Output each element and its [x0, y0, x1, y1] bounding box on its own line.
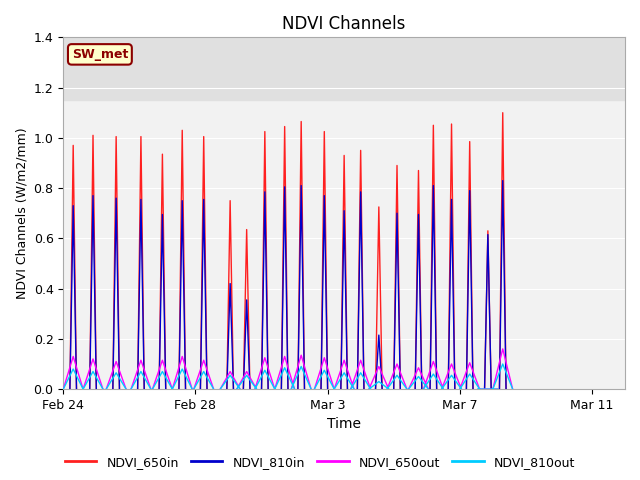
Text: SW_met: SW_met [72, 48, 128, 61]
Y-axis label: NDVI Channels (W/m2/mm): NDVI Channels (W/m2/mm) [15, 127, 28, 299]
Bar [63, 25, 625, 100]
X-axis label: Time: Time [327, 418, 361, 432]
Legend: NDVI_650in, NDVI_810in, NDVI_650out, NDVI_810out: NDVI_650in, NDVI_810in, NDVI_650out, NDV… [60, 451, 580, 474]
Title: NDVI Channels: NDVI Channels [282, 15, 406, 33]
